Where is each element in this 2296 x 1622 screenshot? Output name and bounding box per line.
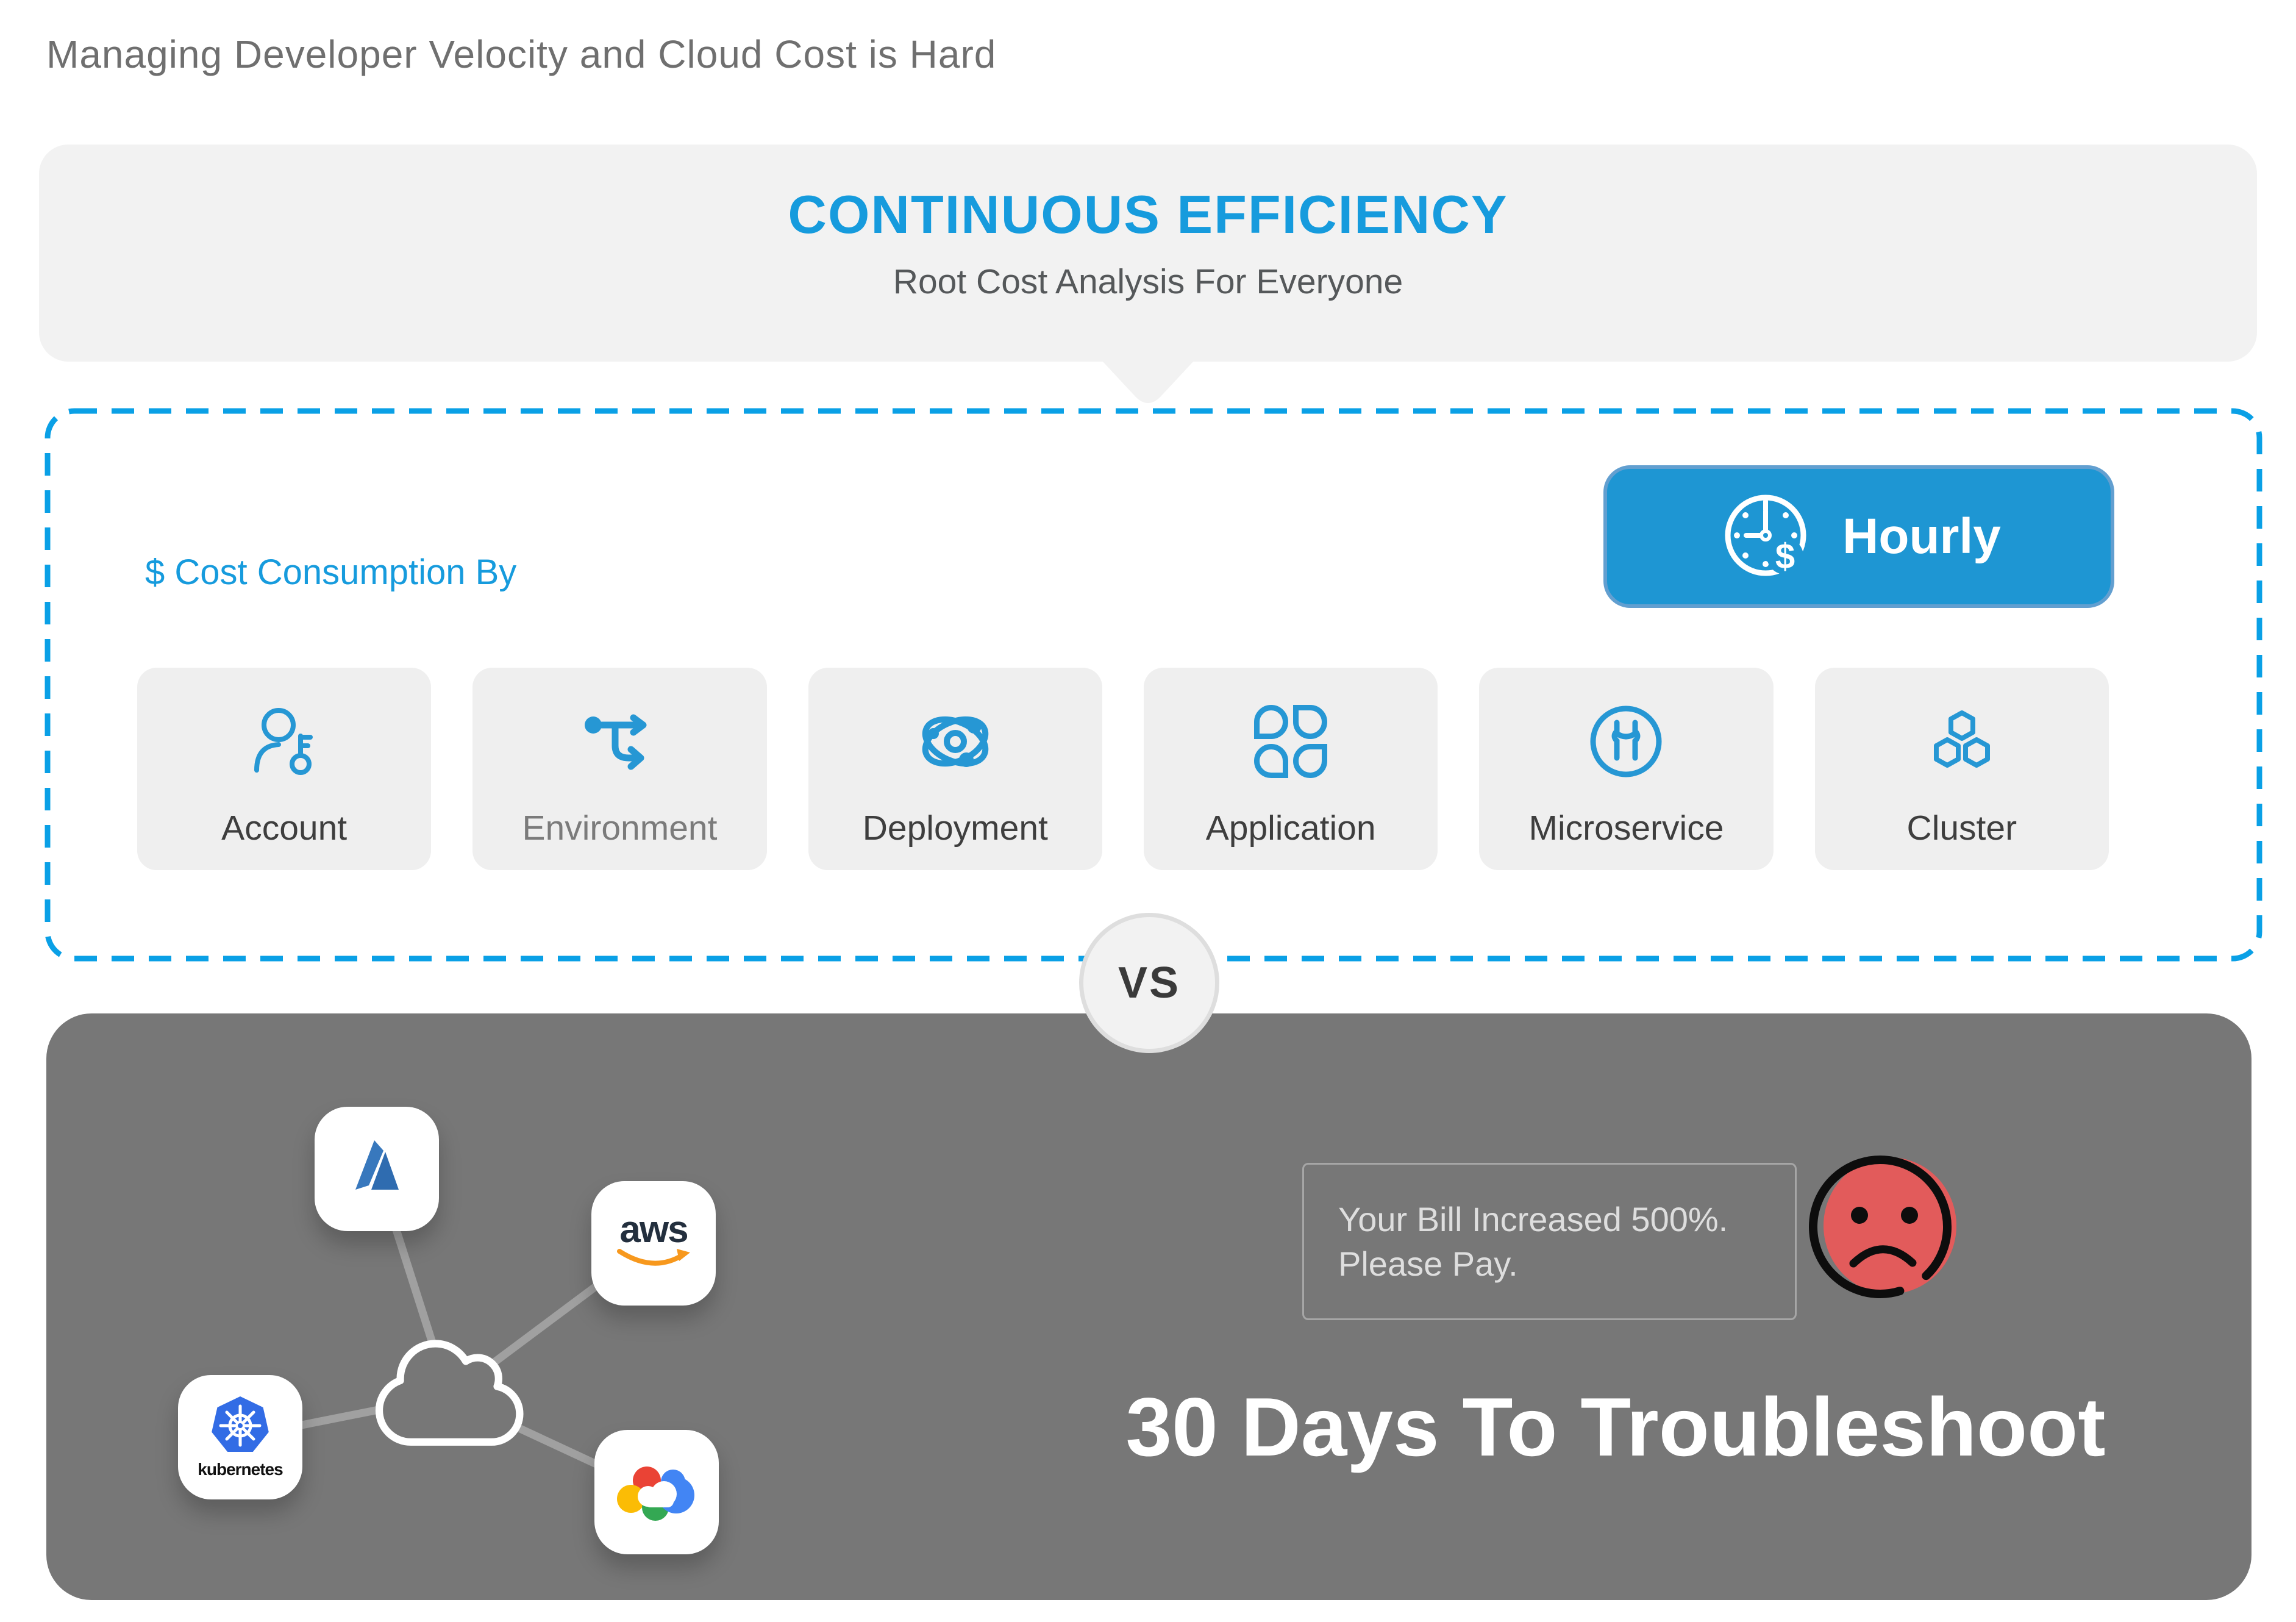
petal	[1254, 705, 1289, 739]
sad-face-emoji	[1809, 1156, 1956, 1298]
kubernetes-wordmark: kubernetes	[198, 1460, 283, 1479]
vs-label: VS	[1118, 959, 1181, 1007]
wrench-circle-icon	[1586, 696, 1666, 787]
legacy-headline: 30 Days To Troubleshoot	[1125, 1381, 2106, 1473]
petal	[1293, 705, 1328, 739]
azure-tile	[315, 1107, 439, 1231]
speech-tail	[1102, 360, 1194, 403]
bill-line-2: Please Pay.	[1338, 1245, 1518, 1283]
petal	[1293, 744, 1328, 778]
banner-heading: CONTINUOUS EFFICIENCY	[788, 184, 1508, 245]
card-label: Deployment	[862, 809, 1048, 848]
bill-line-1: Your Bill Increased 500%.	[1338, 1200, 1728, 1238]
card-cluster[interactable]: Cluster	[1814, 668, 2109, 870]
hourly-label: Hourly	[1842, 509, 2001, 564]
legacy-panel: aws	[46, 1013, 2251, 1600]
continuous-efficiency-banner: CONTINUOUS EFFICIENCY Root Cost Analysis…	[39, 145, 2257, 403]
svg-text:$: $	[1775, 537, 1795, 576]
google-cloud-tile	[594, 1430, 719, 1554]
vs-badge: VS	[1079, 913, 1219, 1053]
hourly-toggle-button[interactable]: $ Hourly	[1603, 465, 2114, 608]
atom-icon	[913, 696, 998, 787]
hexagon-cluster-icon	[1919, 696, 2005, 787]
petal	[1254, 744, 1289, 778]
kubernetes-tile: kubernetes	[178, 1375, 302, 1499]
card-label: Environment	[522, 809, 718, 848]
card-account[interactable]: Account	[137, 668, 432, 870]
card-microservice[interactable]: Microservice	[1479, 668, 1774, 870]
card-label: Cluster	[1906, 809, 2017, 848]
card-application[interactable]: Application	[1143, 668, 1438, 870]
card-environment[interactable]: Environment	[472, 668, 767, 870]
clock-dollar-icon: $	[1717, 487, 1814, 587]
four-petals-icon	[1254, 696, 1328, 787]
cost-consumption-label: $ Cost Consumption By	[145, 552, 517, 592]
card-label: Account	[221, 809, 348, 848]
branch-arrows-icon	[580, 696, 659, 787]
azure-logo	[355, 1140, 399, 1190]
card-label: Application	[1205, 809, 1376, 848]
kubernetes-logo	[212, 1396, 269, 1452]
aws-logo: aws	[619, 1209, 688, 1251]
google-cloud-logo	[617, 1467, 694, 1521]
cloud-outline-icon	[375, 1340, 524, 1446]
bill-notice-box: Your Bill Increased 500%. Please Pay.	[1302, 1163, 1797, 1320]
banner-subheading: Root Cost Analysis For Everyone	[893, 262, 1403, 301]
card-label: Microservice	[1528, 809, 1724, 848]
card-deployment[interactable]: Deployment	[808, 668, 1102, 870]
aws-tile: aws	[591, 1181, 716, 1306]
page-title: Managing Developer Velocity and Cloud Co…	[46, 32, 997, 76]
dimension-cards-row: Account Environment	[137, 668, 2109, 870]
aws-smile-icon	[617, 1249, 690, 1266]
user-key-icon	[244, 696, 324, 787]
